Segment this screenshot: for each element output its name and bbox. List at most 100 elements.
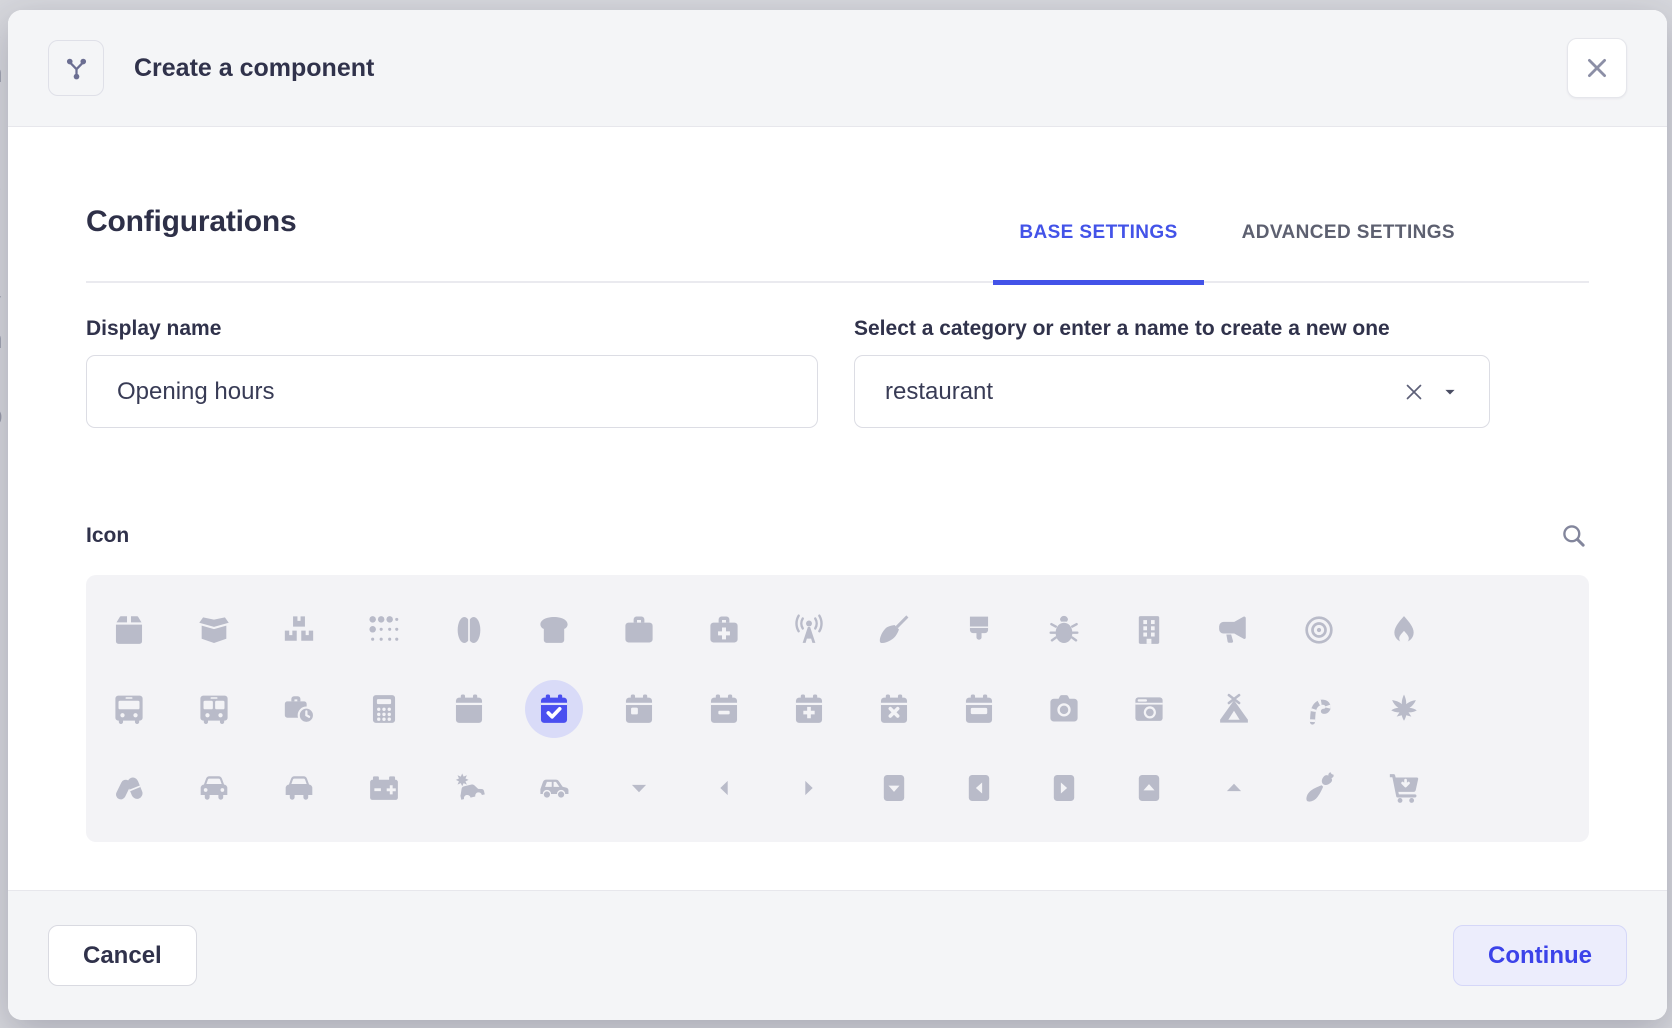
icon-option-caret-square-right[interactable] (1021, 748, 1106, 827)
icon-option-broadcast-tower[interactable] (766, 590, 851, 669)
calendar-plus-icon (795, 694, 822, 723)
continue-button[interactable]: Continue (1453, 925, 1627, 986)
caret-down-icon[interactable] (1440, 382, 1460, 402)
braille-icon (368, 615, 398, 641)
icon-option-car-alt[interactable] (256, 748, 341, 827)
calendar-week-icon (965, 694, 992, 723)
icon-option-camera[interactable] (1021, 669, 1106, 748)
icon-option-bullseye[interactable] (1276, 590, 1361, 669)
category-select (854, 355, 1490, 428)
caret-square-up-icon (1138, 774, 1159, 801)
cart-arrow-down-icon (1389, 773, 1418, 803)
icon-option-candy-cane[interactable] (1276, 669, 1361, 748)
icon-picker-panel (86, 575, 1589, 842)
category-input[interactable] (854, 355, 1490, 428)
bus-icon (114, 695, 143, 724)
icon-label: Icon (86, 523, 130, 547)
calendar-check-icon (540, 694, 567, 723)
icon-option-bread-slice[interactable] (511, 590, 596, 669)
icon-option-bus[interactable] (86, 669, 171, 748)
icon-option-calendar[interactable] (426, 669, 511, 748)
icon-option-caret-up[interactable] (1191, 748, 1276, 827)
icon-option-car-crash[interactable] (426, 748, 511, 827)
icon-option-caret-left[interactable] (681, 748, 766, 827)
calendar-minus-icon (710, 694, 737, 723)
carrot-icon (1305, 771, 1334, 802)
tab-base-settings[interactable]: BASE SETTINGS (993, 222, 1204, 285)
icon-option-calendar-plus[interactable] (766, 669, 851, 748)
camera-icon (1049, 694, 1078, 721)
display-name-input[interactable] (86, 355, 818, 428)
icon-option-box[interactable] (86, 590, 171, 669)
close-button[interactable] (1567, 38, 1627, 98)
icon-option-brush[interactable] (936, 590, 1021, 669)
bug-icon (1048, 615, 1079, 643)
form-row: Display name Select a category or enter … (86, 317, 1589, 428)
icon-grid (86, 590, 1589, 827)
section-head: Configurations BASE SETTINGS ADVANCED SE… (86, 205, 1589, 285)
backdrop-text-fragment: e (0, 172, 1, 203)
calendar-times-icon (880, 694, 907, 723)
caret-left-icon (719, 780, 728, 795)
icon-option-boxes[interactable] (256, 590, 341, 669)
icon-option-calendar-minus[interactable] (681, 669, 766, 748)
icon-option-calculator[interactable] (341, 669, 426, 748)
modal-footer: Cancel Continue (8, 890, 1667, 1020)
icon-option-calendar-times[interactable] (851, 669, 936, 748)
icon-option-campground[interactable] (1191, 669, 1276, 748)
icon-option-building[interactable] (1106, 590, 1191, 669)
brain-icon (457, 615, 480, 644)
icon-option-car-battery[interactable] (341, 748, 426, 827)
backdrop-text-fragment: b (0, 400, 3, 431)
icon-option-burn[interactable] (1361, 590, 1446, 669)
create-component-modal: Create a component Configurations BASE S… (8, 10, 1667, 1020)
tab-advanced-settings[interactable]: ADVANCED SETTINGS (1241, 221, 1455, 243)
calendar-day-icon (625, 694, 652, 723)
icon-option-caret-down[interactable] (596, 748, 681, 827)
caret-square-right-icon (1053, 774, 1074, 801)
bread-slice-icon (539, 616, 568, 643)
settings-tabs: BASE SETTINGS ADVANCED SETTINGS (993, 221, 1481, 285)
broadcast-tower-icon (794, 613, 823, 643)
caret-down-icon (631, 784, 646, 792)
icon-option-broom[interactable] (851, 590, 936, 669)
icon-option-bullhorn[interactable] (1191, 590, 1276, 669)
bullhorn-icon (1218, 616, 1246, 643)
caret-square-left-icon (968, 774, 989, 801)
campground-icon (1219, 693, 1248, 723)
backdrop-text-fragment: n (0, 324, 3, 355)
icon-option-briefcase[interactable] (596, 590, 681, 669)
icon-option-caret-square-down[interactable] (851, 748, 936, 827)
icon-option-cart-arrow-down[interactable] (1361, 748, 1446, 827)
icon-option-carrot[interactable] (1276, 748, 1361, 827)
icon-option-cannabis[interactable] (1361, 669, 1446, 748)
modal-body: Configurations BASE SETTINGS ADVANCED SE… (8, 127, 1667, 890)
component-branch-icon (66, 58, 86, 79)
cancel-button[interactable]: Cancel (48, 925, 197, 986)
caret-right-icon (804, 780, 813, 795)
icon-option-calendar-day[interactable] (596, 669, 681, 748)
icon-option-bus-alt[interactable] (171, 669, 256, 748)
icon-option-car-side[interactable] (511, 748, 596, 827)
icon-option-brain[interactable] (426, 590, 511, 669)
icon-option-braille[interactable] (341, 590, 426, 669)
caret-up-icon (1226, 783, 1241, 791)
icon-option-briefcase-medical[interactable] (681, 590, 766, 669)
icon-option-box-open[interactable] (171, 590, 256, 669)
icon-option-capsules[interactable] (86, 748, 171, 827)
backdrop-text-fragment: n (0, 58, 3, 89)
clear-x-icon[interactable] (1402, 380, 1426, 404)
magnifier-icon[interactable] (1558, 520, 1589, 551)
icon-option-caret-square-left[interactable] (936, 748, 1021, 827)
display-name-label: Display name (86, 317, 222, 340)
bullseye-icon (1304, 615, 1333, 644)
icon-option-caret-square-up[interactable] (1106, 748, 1191, 827)
icon-option-calendar-check[interactable] (511, 669, 596, 748)
icon-option-business-time[interactable] (256, 669, 341, 748)
icon-option-car[interactable] (171, 748, 256, 827)
icon-option-bug[interactable] (1021, 590, 1106, 669)
modal-title: Create a component (134, 53, 375, 82)
icon-option-camera-retro[interactable] (1106, 669, 1191, 748)
icon-option-caret-right[interactable] (766, 748, 851, 827)
icon-option-calendar-week[interactable] (936, 669, 1021, 748)
